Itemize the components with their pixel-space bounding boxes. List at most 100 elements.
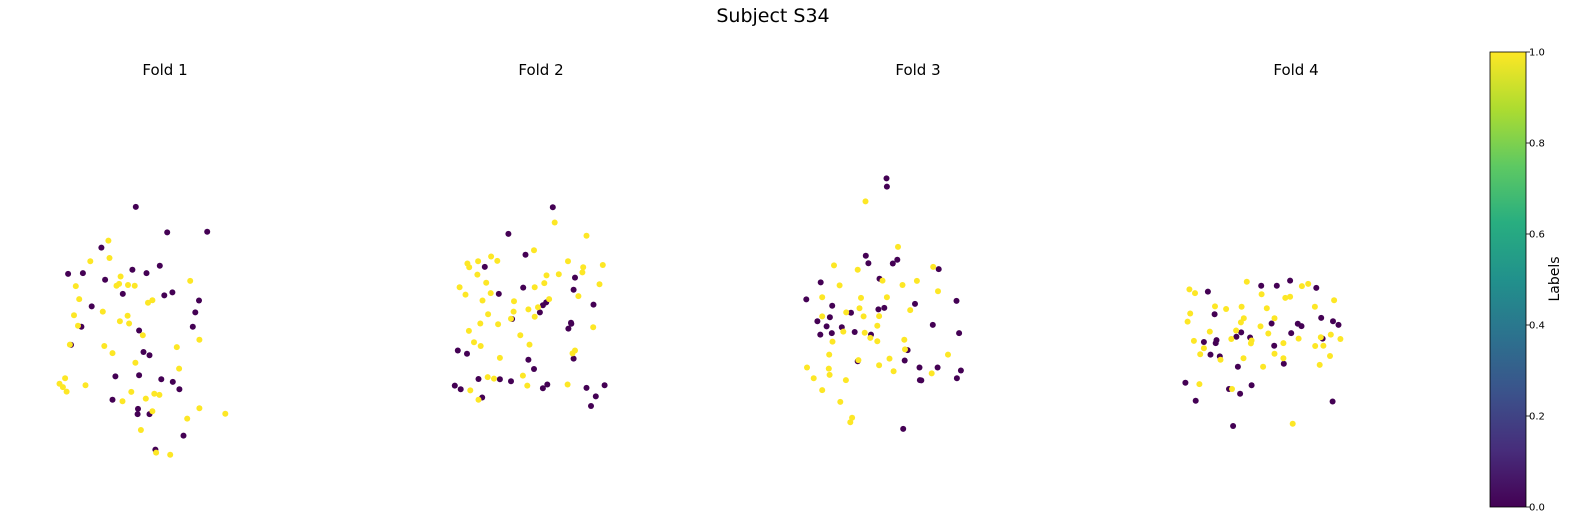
scatter-point bbox=[456, 284, 463, 291]
scatter-point bbox=[1263, 305, 1270, 312]
scatter-point bbox=[1282, 294, 1289, 301]
scatter-point bbox=[1184, 318, 1191, 325]
scatter-point bbox=[522, 251, 529, 258]
scatter-point bbox=[525, 356, 532, 363]
scatter-point bbox=[862, 198, 869, 205]
scatter-point bbox=[106, 255, 113, 261]
scatter-point bbox=[475, 258, 482, 265]
scatter-point bbox=[803, 296, 810, 303]
panel-title: Fold 1 bbox=[142, 61, 187, 79]
scatter-point bbox=[131, 282, 138, 289]
scatter-point bbox=[579, 269, 586, 276]
panel-title: Fold 3 bbox=[895, 61, 940, 79]
scatter-point bbox=[196, 297, 202, 304]
scatter-point bbox=[112, 373, 119, 380]
scatter-point bbox=[531, 366, 537, 372]
scatter-point bbox=[912, 300, 918, 307]
scatter-point bbox=[164, 229, 171, 236]
scatter-point bbox=[1233, 327, 1240, 334]
scatter-point bbox=[189, 323, 196, 330]
scatter-point bbox=[146, 352, 153, 359]
scatter-point bbox=[132, 203, 139, 210]
scatter-point bbox=[890, 368, 897, 375]
colorbar: 0.0 0.2 0.4 0.6 0.8 1.0 Labels bbox=[1489, 48, 1563, 514]
scatter-point bbox=[1313, 284, 1320, 291]
colorbar-tick-label: 1.0 bbox=[1529, 48, 1545, 59]
scatter-point bbox=[855, 357, 862, 364]
scatter-point bbox=[856, 305, 863, 312]
scatter-point bbox=[819, 294, 826, 301]
colorbar-label: Labels bbox=[1547, 256, 1563, 301]
scatter-point bbox=[1298, 283, 1305, 290]
figure-title: Subject S34 bbox=[716, 5, 829, 27]
scatter-point bbox=[829, 338, 836, 345]
scatter-point bbox=[531, 313, 538, 320]
scatter-point bbox=[134, 411, 141, 418]
scatter-point bbox=[82, 382, 89, 389]
scatter-point bbox=[1327, 353, 1333, 359]
scatter-point bbox=[137, 427, 144, 433]
scatter-point bbox=[481, 263, 488, 270]
scatter-point bbox=[916, 364, 923, 371]
scatter-point bbox=[848, 309, 854, 316]
scatter-point bbox=[1273, 282, 1280, 289]
scatter-point bbox=[1335, 321, 1342, 328]
scatter-point bbox=[149, 408, 156, 415]
scatter-point bbox=[1280, 340, 1287, 347]
scatter-point bbox=[72, 283, 79, 290]
scatter-point bbox=[549, 204, 556, 211]
scatter-point bbox=[1280, 355, 1287, 362]
scatter-point bbox=[149, 297, 156, 304]
scatter-point bbox=[1206, 328, 1213, 335]
scatter-point bbox=[1280, 360, 1287, 367]
scatter-point bbox=[116, 318, 123, 325]
scatter-point bbox=[570, 286, 577, 293]
scatter-point bbox=[826, 371, 833, 378]
scatter-point bbox=[142, 395, 149, 402]
scatter-point bbox=[1287, 293, 1294, 300]
scatter-point bbox=[145, 299, 151, 306]
scatter-point bbox=[860, 313, 867, 320]
scatter-point bbox=[590, 324, 597, 331]
scatter-point bbox=[119, 290, 126, 297]
scatter-point bbox=[858, 294, 864, 301]
scatter-point bbox=[1331, 297, 1338, 304]
scatter-point bbox=[867, 334, 874, 341]
scatter-point bbox=[135, 405, 141, 412]
scatter-point bbox=[125, 282, 131, 288]
scatter-point bbox=[124, 312, 131, 319]
scatter-point bbox=[875, 306, 882, 313]
scatter-point bbox=[564, 381, 571, 388]
scatter-point bbox=[539, 385, 546, 392]
series-label-0 bbox=[803, 175, 964, 432]
colorbar-tick-label: 0.2 bbox=[1529, 412, 1545, 423]
scatter-point bbox=[900, 425, 907, 432]
scatter-point bbox=[128, 388, 135, 395]
scatter-point bbox=[466, 264, 473, 271]
scatter-point bbox=[109, 350, 116, 357]
scatter-point bbox=[555, 271, 562, 278]
scatter-point bbox=[1238, 303, 1245, 310]
scatter-point bbox=[1230, 423, 1237, 429]
scatter-point bbox=[76, 296, 83, 303]
scatter-point bbox=[140, 349, 147, 355]
scatter-point bbox=[1229, 386, 1235, 392]
series-label-1 bbox=[456, 219, 606, 403]
scatter-point bbox=[889, 260, 896, 267]
scatter-point bbox=[854, 266, 861, 273]
scatter-point bbox=[136, 327, 143, 334]
scatter-point bbox=[1240, 355, 1247, 362]
scatter-point bbox=[117, 273, 124, 280]
scatter-point bbox=[1196, 381, 1203, 388]
scatter-point bbox=[913, 277, 920, 284]
scatter-point bbox=[465, 327, 472, 334]
scatter-point bbox=[817, 331, 824, 338]
scatter-point bbox=[1228, 336, 1235, 342]
scatter-point bbox=[511, 298, 517, 305]
scatter-point bbox=[151, 390, 158, 397]
scatter-point bbox=[451, 382, 458, 389]
scatter-point bbox=[876, 362, 883, 369]
scatter-point bbox=[817, 279, 824, 286]
scatter-point bbox=[87, 258, 94, 265]
